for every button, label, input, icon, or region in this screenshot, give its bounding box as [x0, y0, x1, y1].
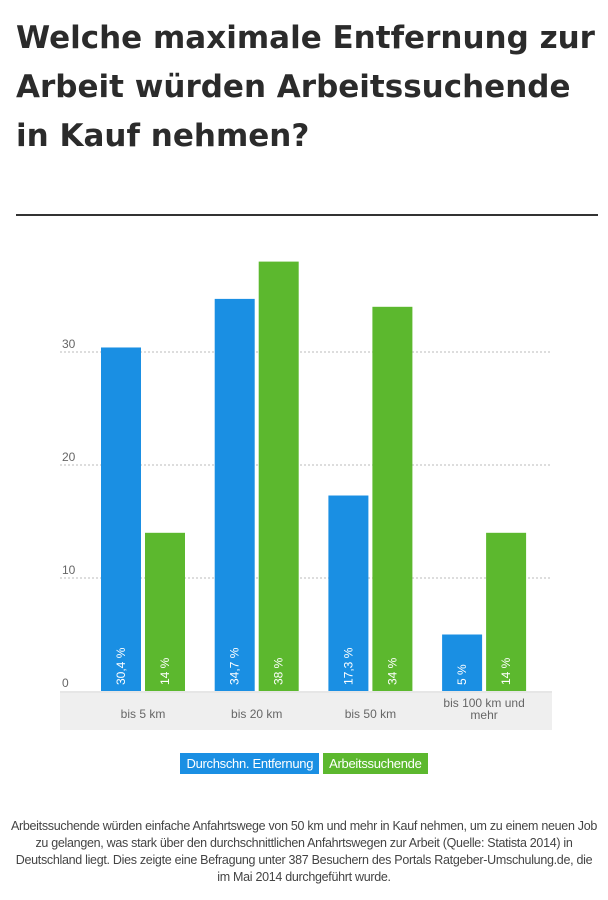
- bar-chart: 0 10 20 30 30,4 % 14 % bis 5 km 34,7 % 38 % bis 2…: [60, 261, 552, 730]
- x-tick-label: mehr: [470, 708, 497, 722]
- bar: [145, 532, 185, 691]
- bar: [328, 495, 369, 691]
- data-label: 5 %: [455, 664, 469, 685]
- legend-item-durchschn: Durchschn. Entfernung: [180, 753, 320, 774]
- bar: [101, 347, 141, 691]
- title-divider: [16, 214, 598, 216]
- data-label: 34,7 %: [228, 647, 242, 685]
- data-label: 17,3 %: [341, 647, 355, 685]
- legend: Durchschn. Entfernung Arbeitssuchende: [0, 753, 608, 774]
- bar: [486, 532, 527, 691]
- x-tick-label: bis 20 km: [231, 707, 282, 721]
- data-label: 38 %: [272, 657, 286, 685]
- caption: Arbeitssuchende würden einfache Anfahrts…: [10, 819, 598, 884]
- x-tick-label: bis 5 km: [121, 707, 166, 721]
- x-tick-label: bis 50 km: [345, 707, 396, 721]
- legend-item-arbeitssuchende: Arbeitssuchende: [323, 753, 428, 774]
- bar: [442, 634, 483, 691]
- y-tick-label: 30: [62, 337, 76, 351]
- category-band: [60, 693, 552, 730]
- data-label: 14 %: [499, 657, 513, 685]
- bar: [214, 298, 255, 691]
- y-tick-label: 10: [62, 563, 76, 577]
- page-title: Welche maximale Entfernung zur Arbeit wü…: [16, 20, 595, 154]
- y-tick-label: 0: [62, 676, 69, 690]
- bar: [258, 261, 299, 691]
- data-label: 14 %: [158, 657, 172, 685]
- bar: [372, 306, 413, 691]
- data-label: 34 %: [385, 657, 399, 685]
- x-tick-label: bis 100 km und: [443, 696, 524, 710]
- y-tick-label: 20: [62, 450, 76, 464]
- data-label: 30,4 %: [114, 647, 128, 685]
